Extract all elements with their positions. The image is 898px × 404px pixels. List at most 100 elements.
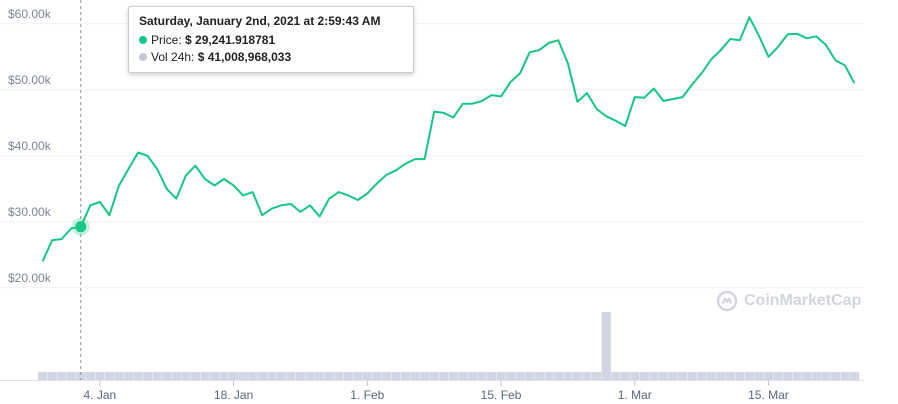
volume-bar: [66, 372, 76, 380]
volume-bar: [553, 372, 564, 380]
volume-bar: [372, 372, 382, 380]
volume-bar: [697, 372, 707, 380]
volume-bar: [821, 372, 831, 380]
coinmarketcap-logo-icon: [716, 290, 738, 312]
hover-indicator: [71, 0, 90, 380]
y-tick-label: $50.00k: [8, 73, 52, 87]
volume-bar: [649, 372, 659, 380]
volume-bar: [248, 372, 258, 380]
price-series: [41, 16, 856, 262]
volume-bar: [353, 372, 363, 380]
volume-bar: [133, 372, 143, 380]
volume-bar: [209, 372, 220, 380]
tooltip-price-row: Price: $ 29,241.918781: [139, 32, 403, 49]
volume-bar: [811, 372, 821, 380]
volume-bar: [486, 372, 497, 380]
volume-bar: [582, 372, 592, 380]
volume-bar: [114, 372, 124, 380]
x-tick-label: 15. Feb: [481, 388, 522, 402]
volume-bar: [783, 372, 793, 380]
volume-bar: [401, 372, 411, 380]
volume-bar: [773, 372, 783, 380]
volume-bar: [572, 372, 583, 380]
volume-bar: [792, 372, 802, 380]
volume-bar: [678, 372, 688, 380]
y-tick-label: $40.00k: [8, 139, 52, 153]
volume-bar: [830, 372, 841, 380]
y-axis: $20.00k $30.00k $40.00k $50.00k $60.00k: [8, 7, 52, 285]
volume-bar: [515, 372, 525, 380]
volume-dot-icon: [139, 53, 147, 61]
volume-bar: [763, 372, 774, 380]
volume-bar: [162, 372, 172, 380]
x-axis: 4. Jan 18. Jan 1. Feb 15. Feb 1. Mar 15. Mar: [0, 380, 864, 402]
tooltip-volume-label: Vol 24h:: [151, 50, 195, 64]
volume-bar: [181, 372, 191, 380]
volume-bar: [439, 372, 449, 380]
volume-bar: [448, 372, 458, 380]
volume-bar: [324, 372, 334, 380]
watermark: CoinMarketCap: [716, 290, 861, 312]
volume-bar: [334, 372, 344, 380]
volume-bar: [200, 372, 210, 380]
volume-bar: [735, 372, 745, 380]
tooltip-price-label: Price:: [151, 33, 182, 47]
volume-bar: [295, 372, 306, 380]
volume-bar: [286, 372, 296, 380]
volume-bar: [620, 372, 630, 380]
volume-bar: [190, 372, 201, 380]
volume-bar: [257, 372, 267, 380]
tooltip-volume-row: Vol 24h: $ 41,008,968,033: [139, 49, 403, 66]
volume-bar: [76, 372, 86, 380]
y-tick-label: $30.00k: [8, 205, 52, 219]
volume-bar: [706, 372, 716, 380]
volume-bar: [57, 372, 67, 380]
volume-bar: [362, 372, 373, 380]
volume-bar: [343, 372, 353, 380]
volume-bar: [38, 372, 48, 380]
volume-bar: [534, 372, 544, 380]
volume-bar: [467, 372, 478, 380]
volume-bar: [802, 372, 812, 380]
volume-bar: [104, 372, 115, 380]
volume-bar: [563, 372, 573, 380]
x-tick-label: 15. Mar: [748, 388, 789, 402]
volume-bar: [152, 372, 162, 380]
x-tick-label: 1. Feb: [350, 388, 384, 402]
volume-bar: [668, 372, 678, 380]
x-tick-label: 4. Jan: [84, 388, 117, 402]
price-line: [41, 16, 856, 262]
volume-bar: [238, 372, 248, 380]
volume-bar: [95, 372, 105, 380]
volume-bar: [229, 372, 239, 380]
volume-bar: [716, 372, 726, 380]
tooltip-title: Saturday, January 2nd, 2021 at 2:59:43 A…: [139, 14, 381, 28]
volume-bar: [744, 372, 755, 380]
volume-bar: [267, 372, 277, 380]
volume-bar: [849, 372, 860, 380]
volume-bars: [38, 312, 860, 380]
volume-bar: [47, 372, 57, 380]
volume-bar: [124, 372, 134, 380]
tooltip: Saturday, January 2nd, 2021 at 2:59:43 A…: [128, 6, 414, 73]
volume-bar: [276, 372, 287, 380]
price-dot-icon: [139, 36, 147, 44]
volume-bar: [305, 372, 315, 380]
volume-bar: [477, 372, 487, 380]
volume-bar: [143, 372, 153, 380]
volume-bar: [611, 372, 621, 380]
volume-bar: [391, 372, 401, 380]
hover-point: [75, 221, 87, 233]
x-tick-label: 18. Jan: [214, 388, 253, 402]
volume-bar: [219, 372, 229, 380]
volume-bar: [506, 372, 516, 380]
volume-bar: [315, 372, 325, 380]
volume-bar: [630, 372, 640, 380]
tooltip-price-value: $ 29,241.918781: [185, 33, 276, 47]
volume-bar: [420, 372, 430, 380]
volume-bar: [687, 372, 697, 380]
volume-bar: [544, 372, 554, 380]
volume-bar: [525, 372, 535, 380]
